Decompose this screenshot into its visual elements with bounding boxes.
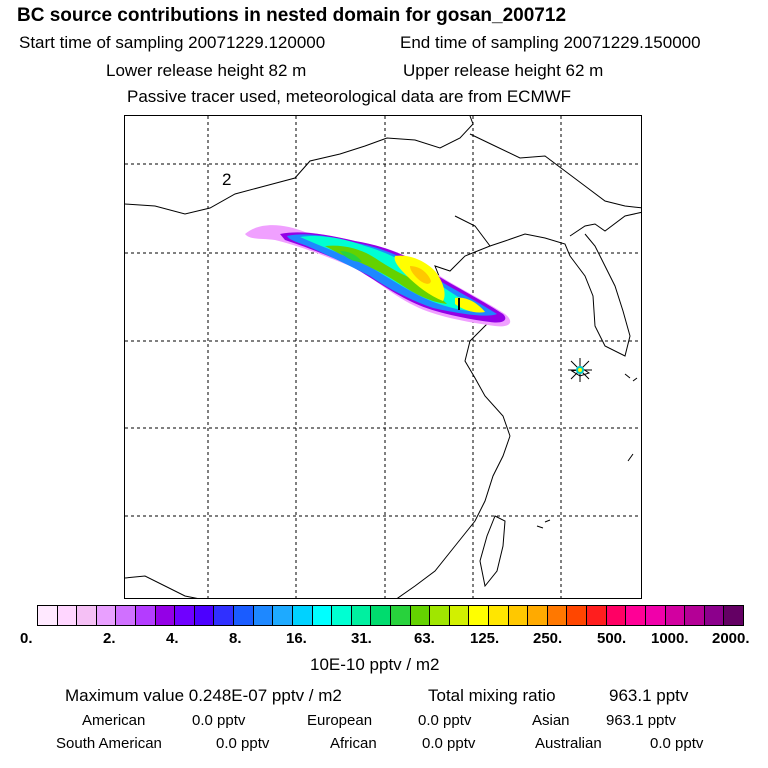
colorbar-tick-5: 31. (351, 630, 372, 647)
plume-green-left (340, 251, 362, 262)
colorbar-segment-7 (175, 606, 195, 625)
taiwan (479, 515, 506, 588)
australian-label: Australian (535, 735, 602, 752)
european-label: European (307, 712, 373, 729)
tracer-note: Passive tracer used, meteorological data… (127, 87, 572, 106)
colorbar-segment-0 (38, 606, 58, 625)
colorbar-tick-3: 8. (229, 630, 242, 647)
colorbar-segment-34 (704, 606, 725, 625)
china-east-coast (396, 435, 511, 598)
start-time: Start time of sampling 20071229.120000 (19, 33, 326, 52)
colorbar-segment-24 (508, 606, 529, 625)
colorbar-segment-23 (489, 606, 509, 625)
colorbar-segment-30 (626, 606, 646, 625)
coastlines (125, 116, 641, 598)
plume-yellow-south (455, 297, 485, 313)
asian-label: Asian (532, 712, 570, 729)
african-label: African (330, 735, 377, 752)
colorbar-segment-15 (332, 606, 352, 625)
australian-value: 0.0 pptv (650, 735, 704, 752)
plot-title: BC source contributions in nested domain… (17, 5, 567, 26)
colorbar-segment-33 (685, 606, 705, 625)
colorbar-units: 10E-10 pptv / m2 (310, 655, 440, 674)
colorbar-tick-4: 16. (286, 630, 307, 647)
lower-release-height: Lower release height 82 m (106, 61, 307, 80)
colorbar-segment-11 (253, 606, 274, 625)
colorbar-segment-28 (587, 606, 607, 625)
colorbar-segment-5 (136, 606, 156, 625)
japan-islands (536, 373, 638, 529)
korea-border (569, 211, 641, 237)
colorbar-segment-17 (371, 606, 391, 625)
south-american-value: 0.0 pptv (216, 735, 270, 752)
colorbar-segment-8 (194, 606, 215, 625)
colorbar-segment-29 (606, 606, 627, 625)
liaodong (489, 233, 571, 257)
colorbar-segment-25 (528, 606, 548, 625)
colorbar-tick-8: 250. (533, 630, 563, 647)
colorbar-segment-12 (273, 606, 293, 625)
map-panel: 2 (124, 115, 642, 599)
plume-field (245, 225, 511, 327)
colorbar (37, 605, 744, 626)
colorbar-segment-35 (724, 606, 743, 625)
colorbar-tick-7: 125. (470, 630, 500, 647)
western-border (125, 575, 198, 598)
colorbar-segment-20 (430, 606, 450, 625)
colorbar-segment-6 (155, 606, 176, 625)
colorbar-segment-19 (410, 606, 431, 625)
colorbar-tick-1: 2. (103, 630, 116, 647)
colorbar-segment-10 (234, 606, 254, 625)
mongolia-border (125, 116, 474, 215)
grid-lines (125, 116, 641, 598)
total-mixing-label: Total mixing ratio (428, 686, 556, 705)
map-label-2: 2 (222, 170, 231, 189)
colorbar-segment-18 (390, 606, 411, 625)
colorbar-segment-22 (469, 606, 490, 625)
colorbar-segment-4 (116, 606, 137, 625)
colorbar-segment-14 (312, 606, 333, 625)
colorbar-segment-21 (449, 606, 470, 625)
receptor-star-icon (568, 358, 592, 382)
end-time: End time of sampling 20071229.150000 (400, 33, 701, 52)
total-mixing-value: 963.1 pptv (609, 686, 689, 705)
asian-value: 963.1 pptv (606, 712, 677, 729)
colorbar-segment-2 (77, 606, 97, 625)
colorbar-segment-1 (57, 606, 78, 625)
american-label: American (82, 712, 146, 729)
colorbar-segment-13 (292, 606, 313, 625)
colorbar-tick-0: 0. (20, 630, 33, 647)
map-canvas: 2 (125, 116, 641, 598)
manchuria-border (469, 133, 641, 209)
colorbar-tick-9: 500. (597, 630, 627, 647)
south-american-label: South American (56, 735, 162, 752)
upper-release-height: Upper release height 62 m (403, 61, 604, 80)
colorbar-segment-31 (645, 606, 666, 625)
colorbar-segment-16 (351, 606, 372, 625)
plume-orange (410, 266, 431, 284)
european-value: 0.0 pptv (418, 712, 472, 729)
colorbar-tick-6: 63. (414, 630, 435, 647)
colorbar-segment-26 (547, 606, 568, 625)
colorbar-tick-2: 4. (166, 630, 179, 647)
colorbar-segment-9 (214, 606, 235, 625)
maximum-value: Maximum value 0.248E-07 pptv / m2 (65, 686, 342, 705)
colorbar-tick-11: 2000. (712, 630, 750, 647)
colorbar-segment-32 (665, 606, 686, 625)
american-value: 0.0 pptv (192, 712, 246, 729)
colorbar-tick-10: 1000. (651, 630, 689, 647)
korean-peninsula (569, 233, 631, 357)
colorbar-segment-3 (96, 606, 117, 625)
african-value: 0.0 pptv (422, 735, 476, 752)
colorbar-segment-27 (567, 606, 588, 625)
